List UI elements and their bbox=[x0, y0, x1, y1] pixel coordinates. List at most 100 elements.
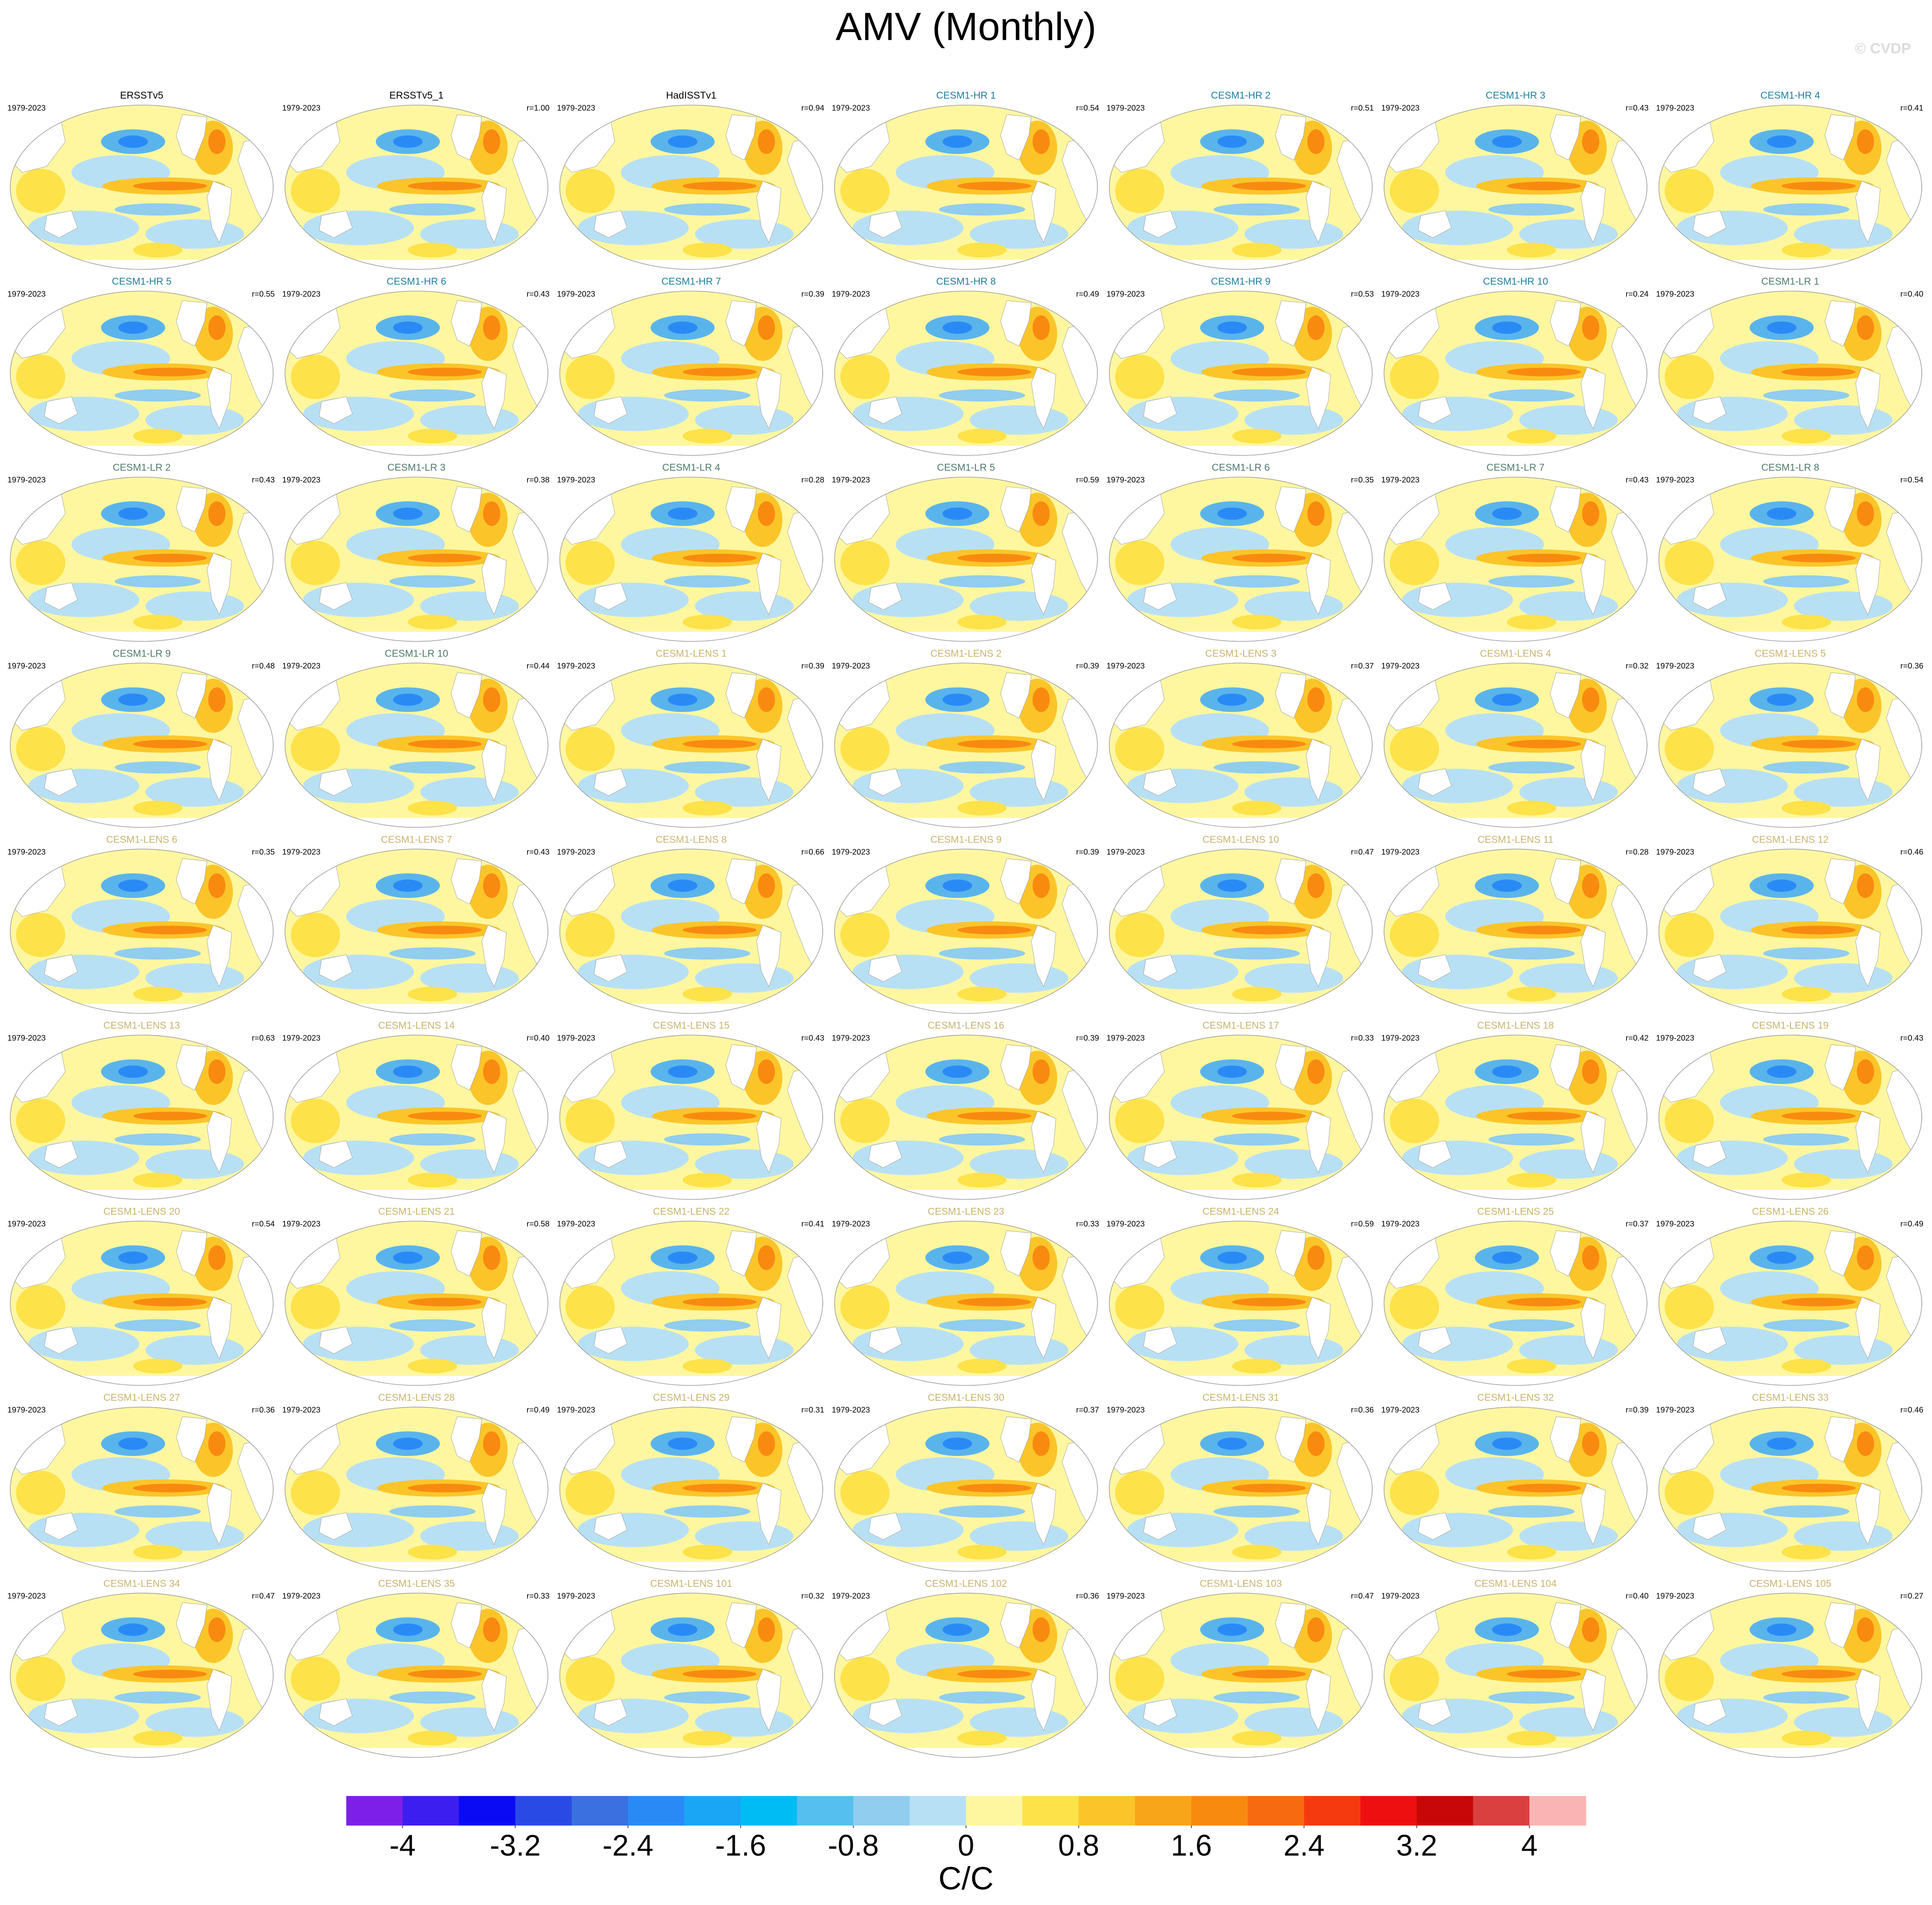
panel-correlation: r=0.47 bbox=[1351, 847, 1374, 856]
panel-correlation: r=0.24 bbox=[1626, 289, 1649, 298]
panel-period: 1979-2023 bbox=[832, 1405, 870, 1414]
panel-correlation: r=0.36 bbox=[1351, 1405, 1374, 1414]
panel-period: 1979-2023 bbox=[832, 1033, 870, 1042]
map-panel: CESM1-LENS 21 1979-2023 r=0.58 bbox=[282, 1206, 550, 1386]
panel-period: 1979-2023 bbox=[832, 103, 870, 112]
map-panel: CESM1-LR 4 1979-2023 r=0.28 bbox=[557, 462, 824, 642]
map-field bbox=[834, 1407, 1098, 1572]
panel-period: 1979-2023 bbox=[1106, 475, 1145, 484]
panel-period: 1979-2023 bbox=[1381, 289, 1420, 298]
panel-correlation: r=0.36 bbox=[1076, 1591, 1099, 1600]
panel-title: CESM1-LENS 20 bbox=[104, 1206, 180, 1217]
colorbar-box bbox=[572, 1796, 628, 1826]
map-field bbox=[834, 1593, 1098, 1758]
colorbar-box bbox=[1191, 1796, 1248, 1826]
map-field bbox=[1659, 1593, 1922, 1758]
panel-correlation: r=0.28 bbox=[1626, 847, 1649, 856]
map-panel: CESM1-LENS 23 1979-2023 r=0.33 bbox=[832, 1206, 1099, 1386]
panel-period: 1979-2023 bbox=[1381, 1405, 1420, 1414]
panel-correlation: r=0.44 bbox=[527, 661, 550, 670]
panel-correlation: r=0.33 bbox=[527, 1591, 550, 1600]
colorbar-box bbox=[1473, 1796, 1530, 1826]
panel-correlation: r=0.49 bbox=[527, 1405, 550, 1414]
colorbar-box bbox=[1529, 1796, 1586, 1826]
panel-correlation: r=0.40 bbox=[527, 1033, 550, 1042]
map-panel: HadISSTv1 1979-2023 r=0.94 bbox=[557, 90, 824, 270]
colorbar-tick-label: -1.6 bbox=[715, 1828, 766, 1862]
panel-correlation: r=0.43 bbox=[252, 475, 275, 484]
map-panel: CESM1-LENS 16 1979-2023 r=0.39 bbox=[832, 1020, 1099, 1200]
panel-title: CESM1-LENS 23 bbox=[927, 1206, 1004, 1217]
map-field bbox=[284, 291, 548, 456]
map-panel: CESM1-LENS 10 1979-2023 r=0.47 bbox=[1106, 834, 1374, 1014]
panel-title: CESM1-LENS 35 bbox=[378, 1578, 455, 1589]
panel-period: 1979-2023 bbox=[832, 661, 870, 670]
panel-period: 1979-2023 bbox=[557, 103, 596, 112]
map-field bbox=[560, 105, 823, 270]
map-panel: CESM1-LENS 35 1979-2023 r=0.33 bbox=[282, 1578, 550, 1758]
map-panel: CESM1-LENS 18 1979-2023 r=0.42 bbox=[1381, 1020, 1649, 1200]
map-field bbox=[560, 1593, 823, 1758]
map-field bbox=[1109, 849, 1372, 1014]
panel-correlation: r=0.49 bbox=[1900, 1219, 1923, 1228]
map-field bbox=[834, 105, 1098, 270]
panel-title: CESM1-HR 5 bbox=[112, 276, 172, 287]
panel-period: 1979-2023 bbox=[1106, 847, 1145, 856]
map-field bbox=[1659, 291, 1922, 456]
colorbar-tick-label: 2.4 bbox=[1283, 1828, 1325, 1862]
colorbar-box bbox=[853, 1796, 910, 1826]
panel-title: CESM1-HR 3 bbox=[1486, 90, 1546, 101]
panel-period: 1979-2023 bbox=[1106, 1033, 1145, 1042]
panel-correlation: r=0.41 bbox=[1900, 103, 1923, 112]
map-field bbox=[284, 1221, 548, 1386]
panel-correlation: r=0.46 bbox=[1900, 1405, 1923, 1414]
map-field bbox=[560, 1035, 823, 1200]
panel-title: CESM1-HR 6 bbox=[387, 276, 447, 287]
panel-period: 1979-2023 bbox=[557, 1405, 596, 1414]
colorbar-tick-label: -2.4 bbox=[602, 1828, 653, 1862]
panel-correlation: r=0.53 bbox=[1351, 289, 1374, 298]
panel-title: CESM1-LENS 12 bbox=[1752, 834, 1828, 845]
panel-period: 1979-2023 bbox=[1656, 475, 1695, 484]
map-field bbox=[1659, 105, 1922, 270]
map-panel: CESM1-LR 6 1979-2023 r=0.35 bbox=[1106, 462, 1374, 642]
colorbar-box bbox=[1360, 1796, 1417, 1826]
panel-period: 1979-2023 bbox=[7, 475, 46, 484]
panel-period: 1979-2023 bbox=[1656, 289, 1695, 298]
map-panel: CESM1-LENS 17 1979-2023 r=0.33 bbox=[1106, 1020, 1374, 1200]
panel-period: 1979-2023 bbox=[282, 1405, 321, 1414]
map-field bbox=[10, 1593, 273, 1758]
panel-correlation: r=0.37 bbox=[1351, 661, 1374, 670]
colorbar-box bbox=[966, 1796, 1023, 1826]
panel-period: 1979-2023 bbox=[1656, 103, 1695, 112]
map-field bbox=[1109, 1221, 1372, 1386]
panel-title: CESM1-LR 7 bbox=[1487, 462, 1545, 473]
map-field bbox=[560, 291, 823, 456]
map-field bbox=[1109, 663, 1372, 828]
panel-period: 1979-2023 bbox=[832, 847, 870, 856]
map-panel: CESM1-LENS 22 1979-2023 r=0.41 bbox=[557, 1206, 824, 1386]
map-field bbox=[1659, 663, 1922, 828]
colorbar-tick-label: 0 bbox=[958, 1828, 974, 1862]
panel-period: 1979-2023 bbox=[832, 1591, 870, 1600]
map-panel: CESM1-LENS 103 1979-2023 r=0.47 bbox=[1106, 1578, 1374, 1758]
colorbar-tick-label: 0.8 bbox=[1058, 1828, 1099, 1862]
panel-title: CESM1-LR 10 bbox=[385, 648, 448, 659]
panel-period: 1979-2023 bbox=[282, 1591, 321, 1600]
panel-correlation: r=0.48 bbox=[252, 661, 275, 670]
map-panel: CESM1-LENS 15 1979-2023 r=0.43 bbox=[557, 1020, 824, 1200]
map-panel: CESM1-LR 2 1979-2023 r=0.43 bbox=[7, 462, 275, 642]
panel-period: 1979-2023 bbox=[1381, 1591, 1420, 1600]
panel-correlation: r=0.51 bbox=[1351, 103, 1374, 112]
panel-correlation: r=0.39 bbox=[1076, 661, 1099, 670]
panel-title: CESM1-LENS 15 bbox=[653, 1020, 729, 1031]
panel-title: CESM1-LR 2 bbox=[113, 462, 171, 473]
panel-title: CESM1-LENS 102 bbox=[925, 1578, 1007, 1589]
panel-title: CESM1-LR 3 bbox=[388, 462, 446, 473]
map-panel: CESM1-HR 8 1979-2023 r=0.49 bbox=[832, 276, 1099, 456]
colorbar-tick-label: 3.2 bbox=[1396, 1828, 1437, 1862]
panel-correlation: r=0.37 bbox=[1626, 1219, 1649, 1228]
map-panel: CESM1-LENS 30 1979-2023 r=0.37 bbox=[832, 1392, 1099, 1572]
panel-correlation: r=0.43 bbox=[1626, 475, 1649, 484]
